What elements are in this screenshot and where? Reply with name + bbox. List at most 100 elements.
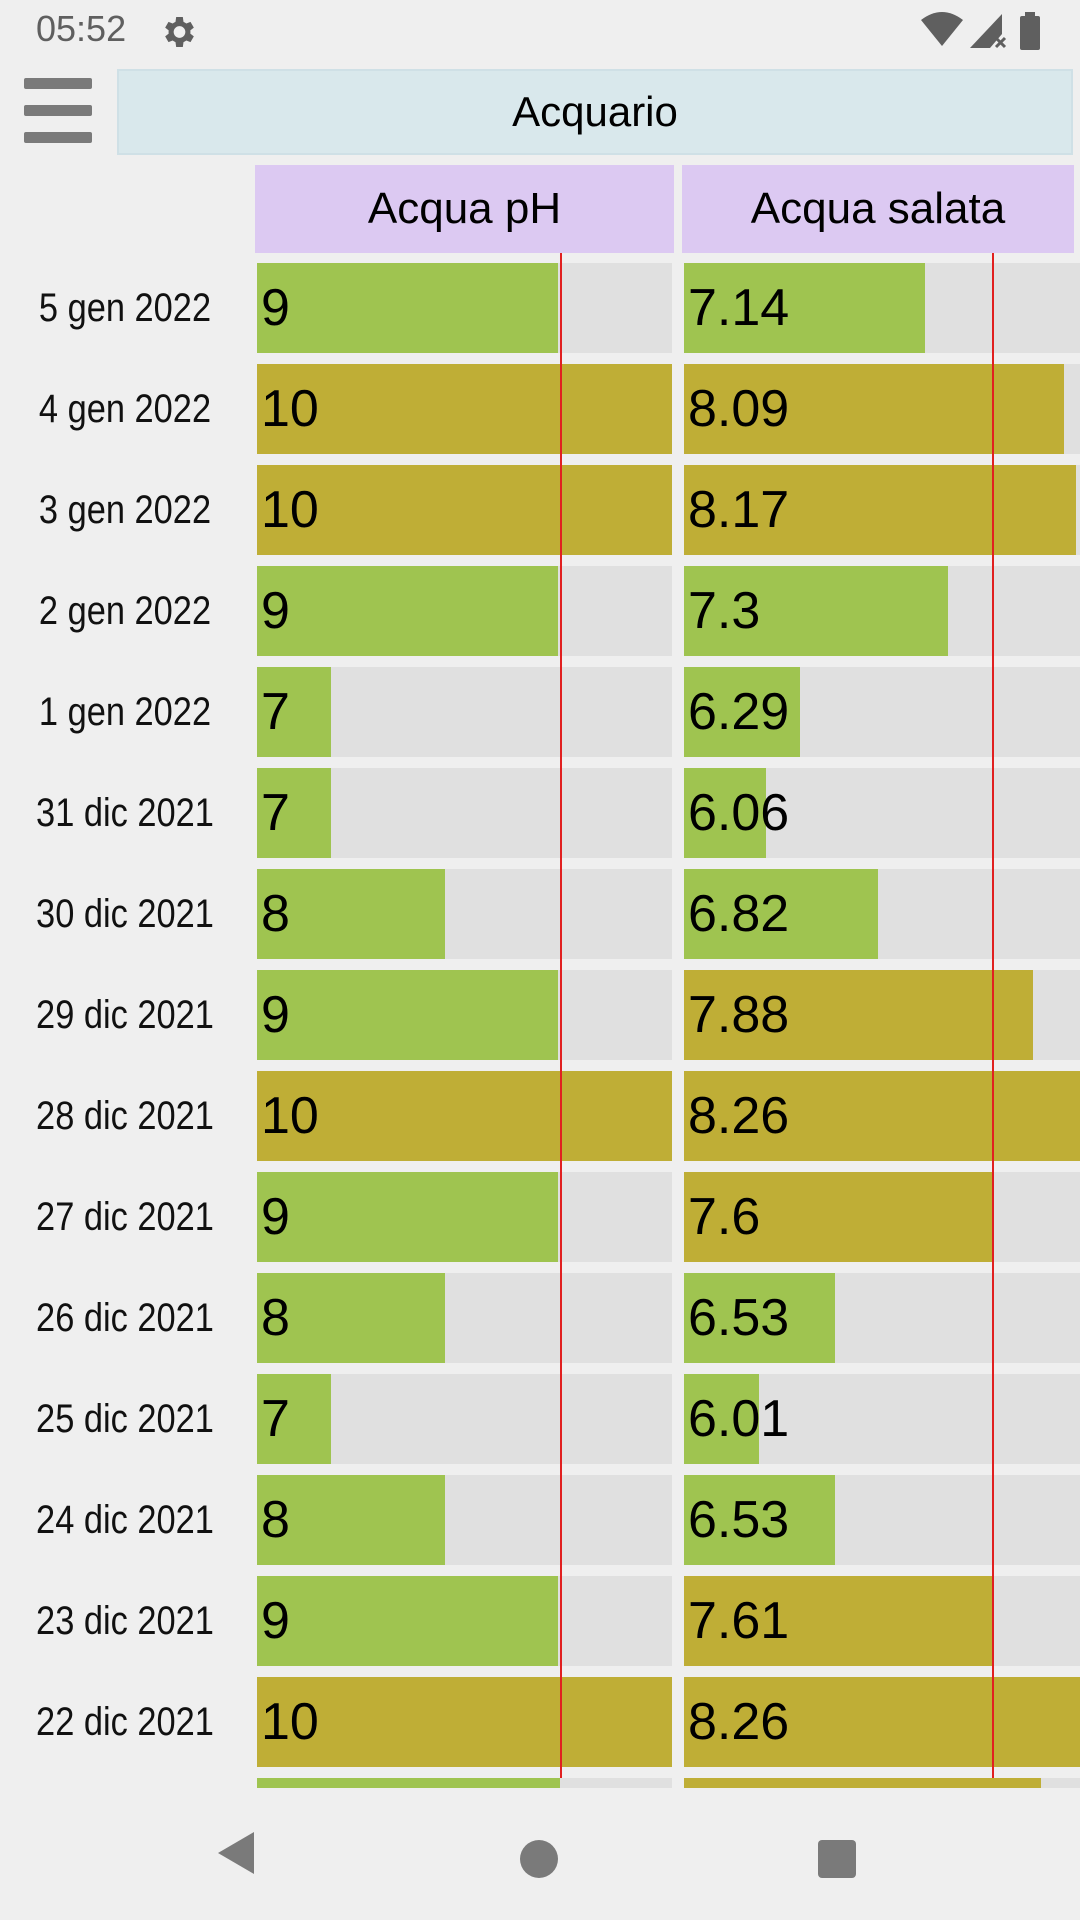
ph-threshold-line xyxy=(560,556,562,668)
ph-bar xyxy=(257,1475,445,1565)
salt-bar xyxy=(684,364,1064,454)
ph-cell[interactable]: 8 xyxy=(257,1475,672,1565)
salt-threshold-line xyxy=(992,1263,994,1375)
salt-cell[interactable]: 8.09 xyxy=(684,364,1080,454)
salt-cell[interactable]: 7.88 xyxy=(684,970,1080,1060)
salt-cell[interactable]: 8.17 xyxy=(684,465,1080,555)
ph-value: 8 xyxy=(261,1491,290,1549)
table-row: 1 gen 2022 7 6.29 xyxy=(0,657,1080,769)
ph-cell[interactable] xyxy=(257,1778,672,1788)
ph-bar xyxy=(257,970,559,1060)
battery-icon xyxy=(1020,12,1040,50)
ph-bar xyxy=(257,364,672,454)
back-icon[interactable] xyxy=(216,1830,256,1876)
ph-cell[interactable]: 9 xyxy=(257,1576,672,1666)
ph-value: 9 xyxy=(261,1592,290,1650)
ph-bar xyxy=(257,667,331,757)
salt-bar xyxy=(684,1071,1080,1161)
row-date: 28 dic 2021 xyxy=(36,1093,214,1138)
ph-bar xyxy=(257,1677,672,1767)
ph-threshold-line xyxy=(560,859,562,971)
home-icon[interactable] xyxy=(520,1840,558,1878)
table-row: 28 dic 2021 10 8.26 xyxy=(0,1061,1080,1173)
ph-bar xyxy=(257,465,672,555)
salt-cell[interactable]: 7.3 xyxy=(684,566,1080,656)
ph-cell[interactable]: 8 xyxy=(257,1273,672,1363)
salt-bar xyxy=(684,869,878,959)
ph-cell[interactable]: 10 xyxy=(257,1071,672,1161)
table-row-partial xyxy=(0,1778,1080,1788)
salt-value: 8.09 xyxy=(688,380,790,438)
salt-cell[interactable]: 6.53 xyxy=(684,1475,1080,1565)
table-row: 2 gen 2022 9 7.3 xyxy=(0,556,1080,668)
salt-bar xyxy=(684,1374,759,1464)
ph-cell[interactable]: 7 xyxy=(257,667,672,757)
salt-cell[interactable]: 6.06 xyxy=(684,768,1080,858)
row-date: 4 gen 2022 xyxy=(38,386,212,431)
ph-bar xyxy=(257,1778,560,1788)
ph-cell[interactable]: 9 xyxy=(257,970,672,1060)
ph-value: 8 xyxy=(261,1289,290,1347)
ph-bar xyxy=(257,1273,445,1363)
ph-bar xyxy=(257,263,559,353)
ph-threshold-line xyxy=(560,657,562,769)
ph-value: 10 xyxy=(261,1693,319,1751)
table-row: 31 dic 2021 7 6.06 xyxy=(0,758,1080,870)
recent-apps-icon[interactable] xyxy=(818,1840,856,1878)
salt-value: 8.17 xyxy=(688,481,790,539)
row-date: 23 dic 2021 xyxy=(36,1598,214,1643)
table-row: 30 dic 2021 8 6.82 xyxy=(0,859,1080,971)
ph-cell[interactable]: 10 xyxy=(257,465,672,555)
ph-value: 9 xyxy=(261,582,290,640)
ph-value: 10 xyxy=(261,380,319,438)
navigation-bar xyxy=(0,1788,1080,1920)
ph-threshold-line xyxy=(560,1162,562,1274)
salt-threshold-line xyxy=(992,1566,994,1678)
status-bar: 05:52 xyxy=(0,0,1080,64)
ph-cell[interactable]: 7 xyxy=(257,768,672,858)
salt-cell[interactable]: 7.6 xyxy=(684,1172,1080,1262)
salt-cell[interactable]: 6.53 xyxy=(684,1273,1080,1363)
table-row: 3 gen 2022 10 8.17 xyxy=(0,455,1080,567)
row-date: 3 gen 2022 xyxy=(38,487,212,532)
salt-value: 7.6 xyxy=(688,1188,761,1246)
column-header-ph[interactable]: Acqua pH xyxy=(255,165,674,253)
row-date: 29 dic 2021 xyxy=(36,992,214,1037)
salt-threshold-line xyxy=(992,354,994,466)
ph-cell[interactable]: 9 xyxy=(257,263,672,353)
salt-cell[interactable]: 8.26 xyxy=(684,1071,1080,1161)
table-row: 22 dic 2021 10 8.26 xyxy=(0,1667,1080,1779)
salt-cell[interactable] xyxy=(684,1778,1080,1788)
salt-cell[interactable]: 6.01 xyxy=(684,1374,1080,1464)
page-title[interactable]: Acquario xyxy=(117,69,1073,155)
ph-cell[interactable]: 8 xyxy=(257,869,672,959)
table-row: 24 dic 2021 8 6.53 xyxy=(0,1465,1080,1577)
salt-cell[interactable]: 6.82 xyxy=(684,869,1080,959)
ph-threshold-line xyxy=(560,1566,562,1678)
salt-cell[interactable]: 8.26 xyxy=(684,1677,1080,1767)
salt-threshold-line xyxy=(992,253,994,365)
salt-cell[interactable]: 6.29 xyxy=(684,667,1080,757)
ph-cell[interactable]: 7 xyxy=(257,1374,672,1464)
salt-threshold-line xyxy=(992,1162,994,1274)
salt-bar xyxy=(684,1475,836,1565)
ph-cell[interactable]: 9 xyxy=(257,566,672,656)
salt-value: 6.82 xyxy=(688,885,790,943)
salt-value: 6.01 xyxy=(688,1390,790,1448)
ph-value: 10 xyxy=(261,1087,319,1145)
ph-value: 7 xyxy=(261,683,290,741)
ph-cell[interactable]: 9 xyxy=(257,1172,672,1262)
ph-bar xyxy=(257,768,331,858)
ph-threshold-line xyxy=(560,1061,562,1173)
ph-cell[interactable]: 10 xyxy=(257,364,672,454)
column-header-salt[interactable]: Acqua salata xyxy=(682,165,1074,253)
menu-hamburger-icon[interactable] xyxy=(22,76,94,148)
salt-bar xyxy=(684,1273,836,1363)
ph-cell[interactable]: 10 xyxy=(257,1677,672,1767)
settings-gear-icon xyxy=(165,17,194,47)
salt-threshold-line xyxy=(992,1465,994,1577)
salt-cell[interactable]: 7.61 xyxy=(684,1576,1080,1666)
row-date: 25 dic 2021 xyxy=(36,1396,214,1441)
salt-cell[interactable]: 7.14 xyxy=(684,263,1080,353)
ph-value: 8 xyxy=(261,885,290,943)
